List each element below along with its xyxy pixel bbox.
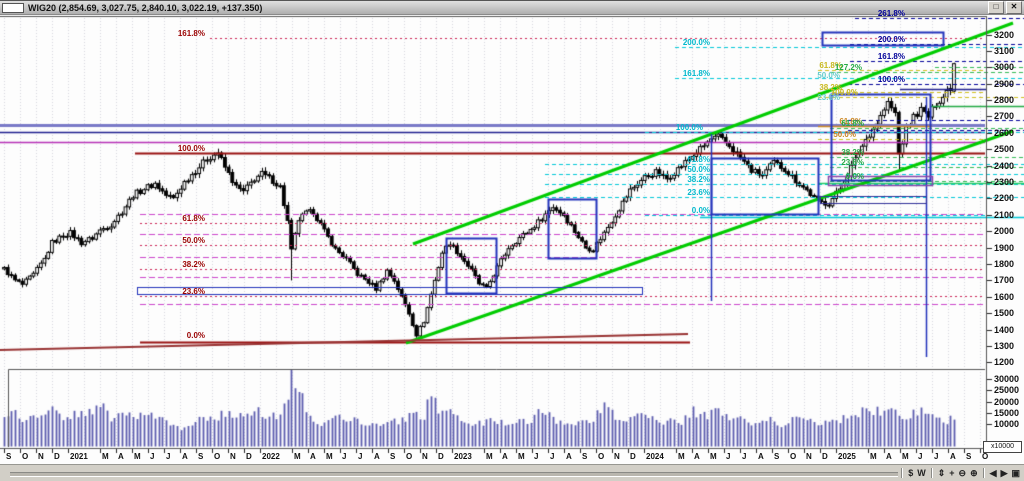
plus-button[interactable]: +: [949, 468, 955, 478]
horizontal-scrollbar[interactable]: [10, 472, 898, 477]
chart-toolbar: $ W ⇕ + ⊖ ⊕ ◀ ▶ ▣: [898, 466, 1022, 480]
toolbar-separator: [901, 468, 904, 478]
toolbar-separator: [982, 468, 985, 478]
zoom-out-button[interactable]: ⊖: [958, 468, 967, 478]
scroll-left-button[interactable]: ◀: [989, 468, 997, 478]
zoom-in-button[interactable]: ⊕: [970, 468, 978, 478]
toolbar-separator: [930, 468, 933, 478]
vertical-arrows-button[interactable]: ⇕: [937, 468, 946, 478]
volume-multiplier-badge: x10000: [983, 441, 1022, 453]
dollar-button[interactable]: $: [908, 468, 914, 478]
bottom-bar: $ W ⇕ + ⊖ ⊕ ◀ ▶ ▣: [0, 464, 1024, 481]
weekly-button[interactable]: W: [917, 468, 926, 478]
scroll-right-button[interactable]: ▶: [1000, 468, 1008, 478]
scroll-end-button[interactable]: ▣: [1011, 468, 1020, 478]
